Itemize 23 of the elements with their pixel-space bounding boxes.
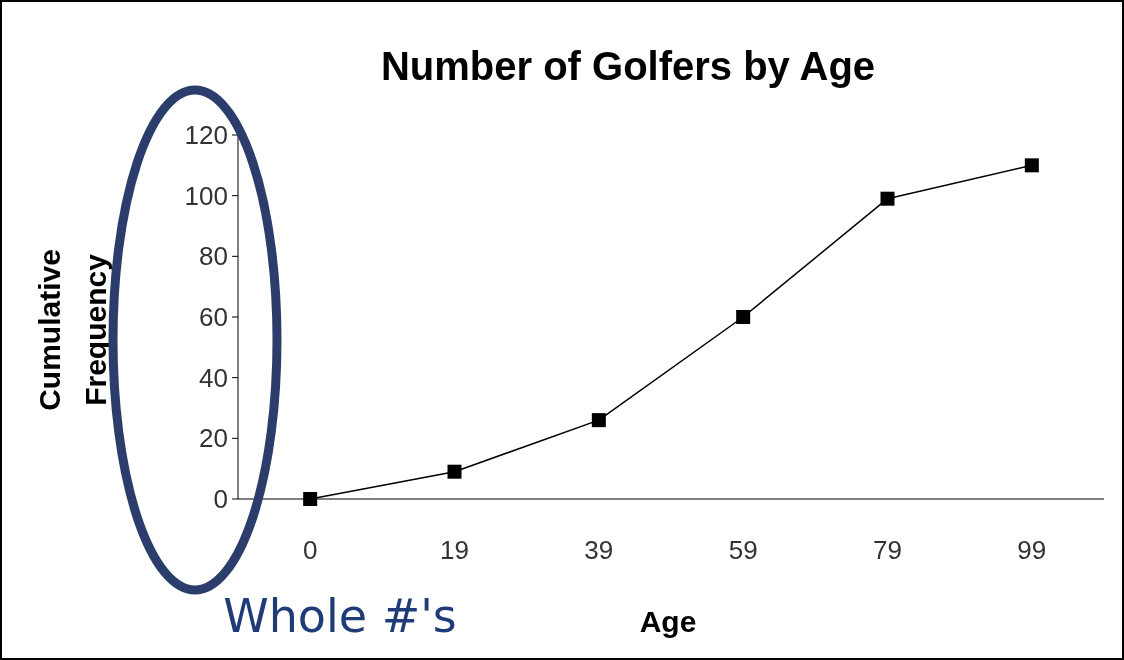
y-tick-label: 100	[184, 180, 228, 211]
x-tick-label: 39	[584, 535, 614, 565]
y-tick-label: 20	[199, 423, 228, 454]
text: Whole #'s	[223, 589, 457, 643]
y-tick-label: 120	[184, 120, 228, 151]
point	[303, 492, 318, 506]
x-tick-label: 79	[873, 535, 902, 565]
x-tick-label: 19	[440, 535, 469, 565]
point	[880, 191, 895, 206]
x-tick-label: 0	[302, 535, 318, 565]
point	[1024, 158, 1039, 173]
y-axis-title: Cumulative Frequency	[33, 249, 112, 411]
y-tick-label: 0	[213, 484, 228, 515]
point	[447, 464, 462, 479]
chart-title: Number of Golfers by Age	[380, 44, 876, 88]
point	[736, 310, 751, 324]
y-tick-label: 60	[199, 302, 228, 333]
point	[591, 413, 606, 428]
y-tick-label: 40	[199, 362, 228, 393]
x-tick-label: 99	[1017, 535, 1047, 565]
x-axis-title: Age	[639, 605, 697, 638]
x-tick-label: 59	[728, 535, 758, 565]
y-tick-label: 80	[199, 241, 228, 272]
